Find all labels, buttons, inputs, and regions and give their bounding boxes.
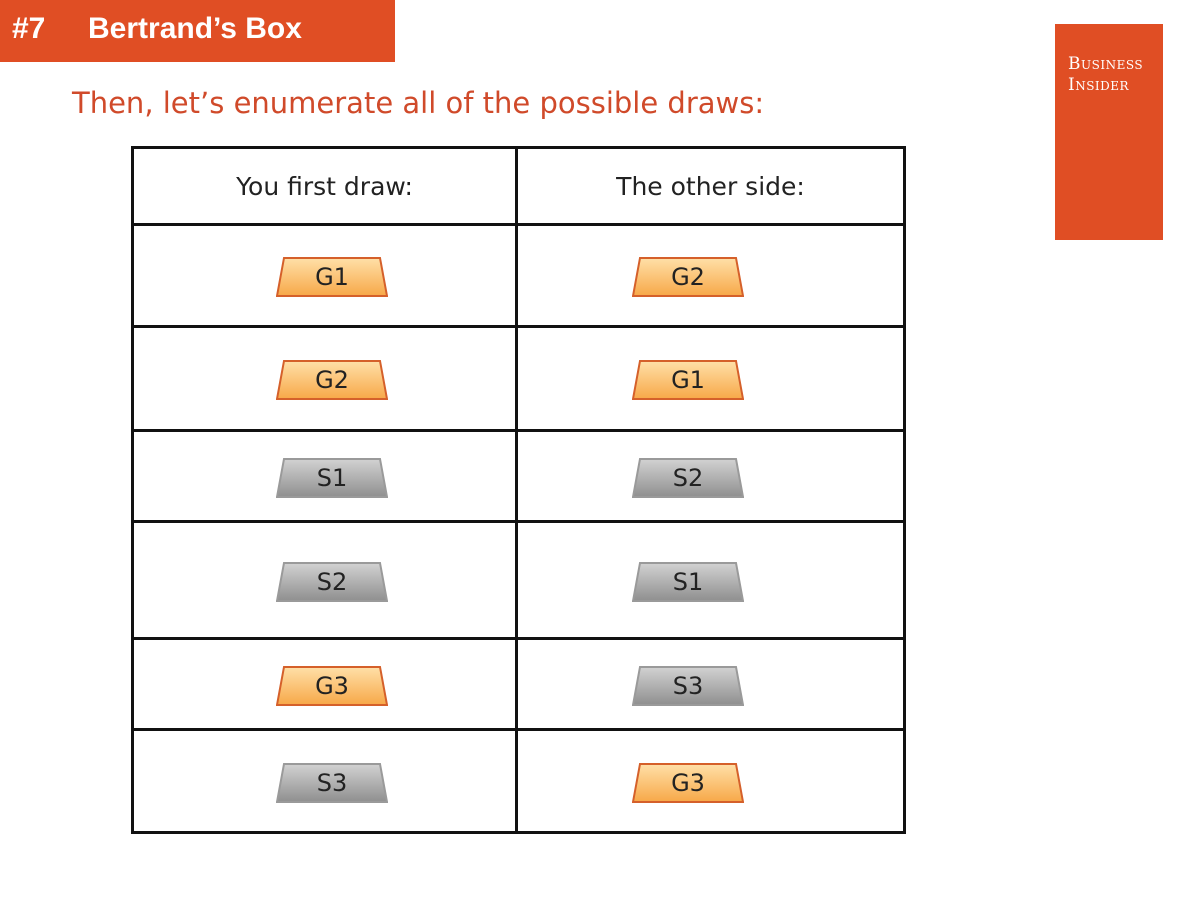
trapezoid-shape [276,666,388,706]
gold-coin-chip: G2 [276,360,388,400]
silver-coin-chip: S3 [276,763,388,803]
trapezoid-shape [276,360,388,400]
trapezoid-shape [632,458,744,498]
trapezoid-shape [276,257,388,297]
draws-table: You first draw: The other side: G1 G2 G2 G1… [131,146,906,834]
logo-line-1: Business [1068,54,1144,74]
gold-coin-chip: G2 [632,257,744,297]
chip-label: G1 [315,263,349,291]
trapezoid-shape [632,666,744,706]
chip-label: S2 [316,568,348,596]
other-side-cell: G2 [515,223,906,328]
gold-coin-chip: G1 [276,257,388,297]
trapezoid-shape [276,562,388,602]
other-side-cell: S1 [515,520,906,640]
first-draw-cell: S2 [131,520,518,640]
table-row: G3 S3 [131,637,906,731]
title-bar: #7 Bertrand’s Box [0,0,395,62]
chip-label: S1 [316,464,348,492]
slide-number: #7 [12,12,46,45]
chip-label: S3 [672,672,704,700]
chip-label: G2 [315,366,349,394]
other-side-cell: G1 [515,325,906,432]
silver-coin-chip: S2 [632,458,744,498]
table-row: G2 G1 [131,325,906,432]
table-header-row: You first draw: The other side: [131,146,906,226]
chip-label: G3 [315,672,349,700]
trapezoid-shape [632,360,744,400]
column-header-other-side: The other side: [515,146,906,226]
table-row: S3 G3 [131,728,906,834]
trapezoid-shape [276,763,388,803]
business-insider-logo: Business Insider [1055,24,1163,240]
slide-title: Bertrand’s Box [88,12,302,45]
logo-line-2: Insider [1068,75,1130,95]
chip-label: G3 [671,769,705,797]
first-draw-cell: S3 [131,728,518,834]
first-draw-cell: G1 [131,223,518,328]
trapezoid-shape [276,458,388,498]
chip-label: S2 [672,464,704,492]
trapezoid-shape [632,763,744,803]
trapezoid-shape [632,562,744,602]
table-row: S1 S2 [131,429,906,523]
first-draw-cell: G2 [131,325,518,432]
table-row: S2 S1 [131,520,906,640]
other-side-cell: G3 [515,728,906,834]
chip-label: S1 [672,568,704,596]
chip-label: S3 [316,769,348,797]
silver-coin-chip: S3 [632,666,744,706]
chip-label: G1 [671,366,705,394]
other-side-cell: S3 [515,637,906,731]
trapezoid-shape [632,257,744,297]
gold-coin-chip: G3 [632,763,744,803]
silver-coin-chip: S1 [632,562,744,602]
gold-coin-chip: G1 [632,360,744,400]
other-side-cell: S2 [515,429,906,523]
first-draw-cell: S1 [131,429,518,523]
gold-coin-chip: G3 [276,666,388,706]
subtitle: Then, let’s enumerate all of the possibl… [72,86,765,120]
table-row: G1 G2 [131,223,906,328]
silver-coin-chip: S2 [276,562,388,602]
silver-coin-chip: S1 [276,458,388,498]
first-draw-cell: G3 [131,637,518,731]
column-header-first-draw: You first draw: [131,146,518,226]
chip-label: G2 [671,263,705,291]
